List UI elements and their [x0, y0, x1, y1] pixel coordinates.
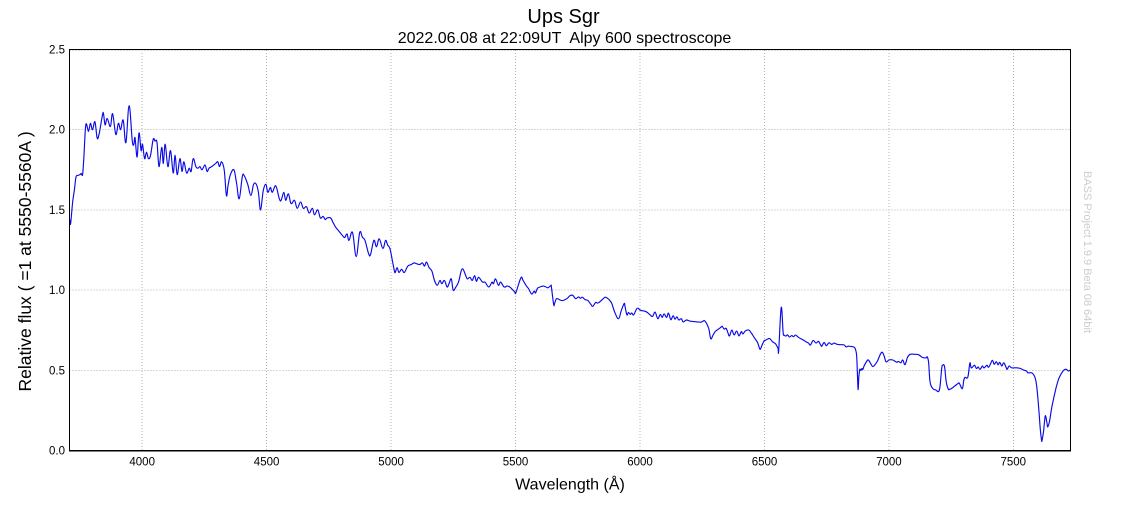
svg-text:Relative flux ( =1 at 5550-556: Relative flux ( =1 at 5550-5560A ) — [15, 131, 35, 391]
svg-text:4500: 4500 — [254, 456, 280, 468]
svg-text:2.0: 2.0 — [49, 125, 65, 137]
svg-text:5500: 5500 — [503, 456, 529, 468]
svg-text:0.5: 0.5 — [49, 365, 65, 377]
svg-text:1.5: 1.5 — [49, 205, 65, 217]
svg-text:4000: 4000 — [129, 456, 155, 468]
svg-text:7000: 7000 — [876, 456, 902, 468]
svg-text:Wavelength (Å): Wavelength (Å) — [515, 475, 625, 494]
svg-text:5000: 5000 — [378, 456, 404, 468]
svg-text:0.0: 0.0 — [49, 446, 65, 458]
svg-text:7500: 7500 — [1001, 456, 1027, 468]
svg-text:2.5: 2.5 — [49, 45, 65, 57]
svg-text:6500: 6500 — [752, 456, 778, 468]
svg-text:1.0: 1.0 — [49, 285, 65, 297]
svg-text:6000: 6000 — [627, 456, 653, 468]
svg-text:BASS Project 1.9.9 Beta 08 64b: BASS Project 1.9.9 Beta 08 64bit — [1081, 171, 1093, 333]
